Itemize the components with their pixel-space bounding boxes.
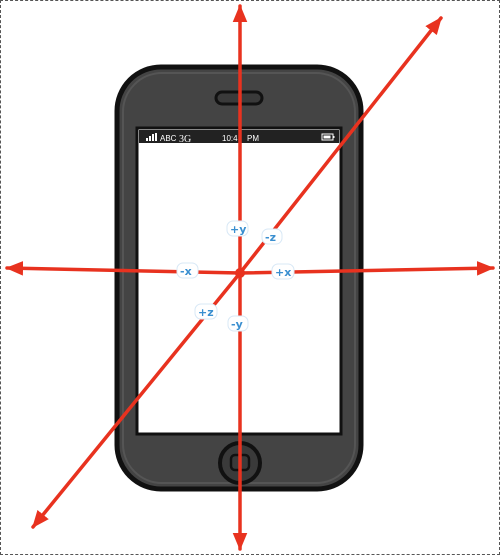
label-y-positive: +y: [230, 223, 246, 236]
signal-bars-icon: [146, 133, 157, 141]
axis-labels: +y -z -x +x +z -y: [176, 220, 295, 332]
carrier-name: ABC: [160, 134, 177, 143]
label-z-positive: +z: [198, 306, 214, 319]
label-z-negative: -z: [265, 231, 276, 244]
network-type: 3G: [179, 134, 191, 145]
label-x-positive: +x: [275, 266, 291, 279]
battery-icon: [321, 133, 335, 141]
status-meridiem: PM: [247, 134, 259, 143]
axis-x-negative-arrow: [5, 261, 242, 276]
status-time: 10:4: [222, 134, 238, 143]
origin-point: [235, 268, 245, 278]
status-bar-content: ABC 3G 10:4 PM: [146, 133, 335, 145]
label-y-negative: -y: [231, 318, 243, 331]
label-x-negative: -x: [180, 265, 192, 278]
